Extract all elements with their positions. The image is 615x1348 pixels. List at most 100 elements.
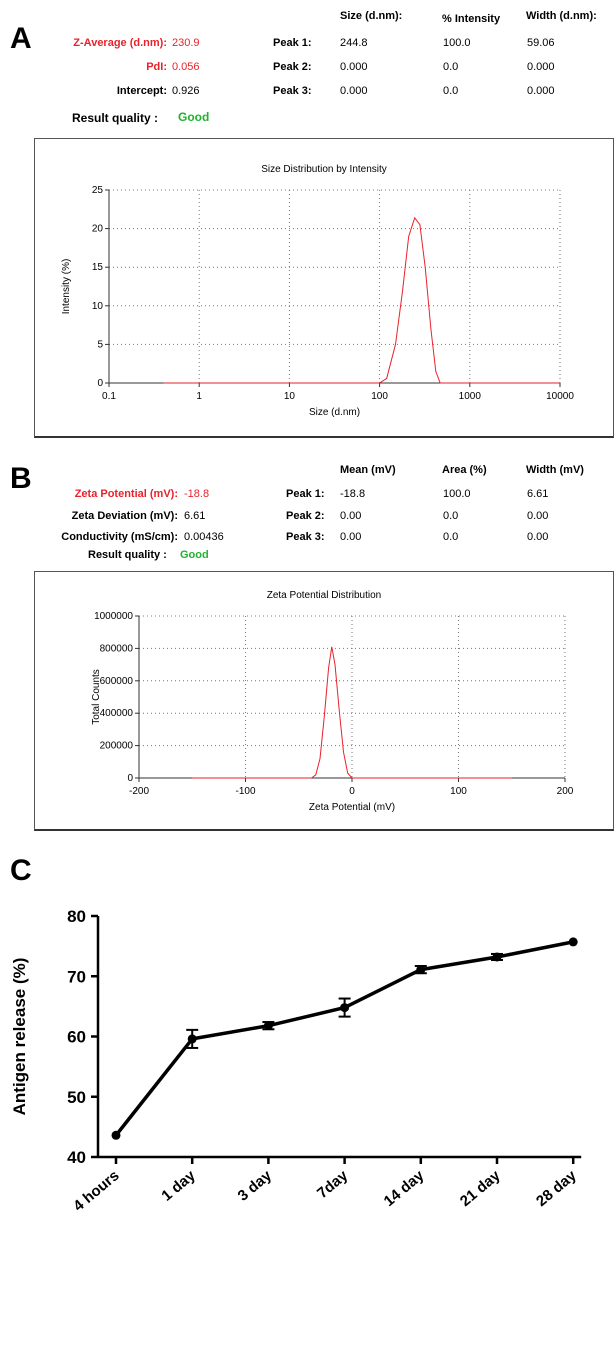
size-x-tick-label: 1 (196, 391, 202, 402)
zeta-xlabel: Zeta Potential (mV) (309, 802, 395, 813)
zeta-x-tick-label: 100 (450, 786, 467, 797)
b-peak1-label: Peak 1: (286, 488, 325, 500)
zeta-distribution-chart: Zeta Potential Distribution -200 -100 0 100 2… (91, 590, 574, 813)
a-peak2-width: 0.000 (527, 61, 555, 73)
release-point (111, 1130, 121, 1140)
a-peak2-intensity: 0.0 (443, 61, 459, 73)
size-curve (163, 216, 560, 384)
zeta-x-tick-label: -100 (235, 786, 255, 797)
panel-a-letter: A (10, 22, 32, 55)
zeta-distribution-frame: Zeta Potential Distribution -200 -100 0 100 2… (34, 571, 614, 831)
a-header-size: Size (d.nm): (340, 10, 403, 22)
size-x-tick-label: 1000 (459, 391, 482, 402)
release-x-tick-label: 3 day (235, 1167, 276, 1205)
size-y-tick-label: 0 (97, 378, 103, 389)
release-y-tick-label: 40 (67, 1148, 86, 1167)
b-peak1-width: 6.61 (527, 488, 549, 500)
b-header-width: Width (mV) (526, 464, 584, 476)
size-y-tick-label: 20 (92, 224, 104, 235)
conductivity-value: 0.00436 (184, 531, 224, 543)
release-point (340, 1003, 350, 1013)
size-ylabel: Intensity (%) (61, 259, 72, 315)
release-y-tick-label: 70 (67, 967, 86, 986)
size-y-tick-label: 10 (92, 301, 104, 312)
release-point (568, 937, 578, 947)
a-header-width: Width (d.nm): (526, 10, 597, 22)
a-peak1-size: 244.8 (340, 37, 368, 49)
release-point (187, 1034, 197, 1044)
b-peak3-label: Peak 3: (286, 531, 325, 543)
pdi-label: PdI: (146, 61, 167, 73)
zeta-y-tick-label: 200000 (100, 741, 134, 752)
a-quality-label: Result quality : (72, 111, 159, 125)
b-peak2-width: 0.00 (527, 510, 549, 522)
b-peak1-area: 100.0 (443, 488, 471, 500)
zeta-deviation-value: 6.61 (184, 510, 206, 522)
zeta-title: Zeta Potential Distribution (267, 590, 382, 601)
size-distribution-chart: Size Distribution by Intensity 0.1 1 10 10 0 1… (61, 164, 574, 418)
release-x-tick-label: 7day (314, 1167, 352, 1202)
zeta-potential-label: Zeta Potential (mV): (74, 488, 178, 500)
size-y-tick-label: 5 (97, 339, 103, 350)
release-x-tick-label: 28 day (533, 1167, 580, 1210)
zeta-y-tick-label: 600000 (100, 676, 134, 687)
a-quality-value: Good (178, 110, 210, 124)
a-peak2-label: Peak 2: (273, 61, 312, 73)
a-peak3-size: 0.000 (340, 85, 368, 97)
release-ylabel: Antigen release (%) (10, 958, 29, 1116)
a-peak2-size: 0.000 (340, 61, 368, 73)
a-peak1-width: 59.06 (527, 37, 555, 49)
release-x-tick-label: 14 day (381, 1167, 428, 1210)
zeta-y-tick-label: 800000 (100, 643, 134, 654)
size-title: Size Distribution by Intensity (261, 164, 387, 175)
a-peak1-label: Peak 1: (273, 37, 312, 49)
release-y-tick-label: 60 (67, 1028, 86, 1047)
a-peak3-intensity: 0.0 (443, 85, 459, 97)
zeta-deviation-label: Zeta Deviation (mV): (71, 510, 178, 522)
conductivity-label: Conductivity (mS/cm): (61, 531, 178, 543)
release-line (114, 940, 574, 1137)
intercept-label: Intercept: (116, 85, 167, 97)
z-average-label: Z-Average (d.nm): (73, 37, 167, 49)
a-header-intensity: % Intensity (442, 13, 501, 25)
size-x-tick-label: 10 (284, 391, 296, 402)
z-average-value: 230.9 (172, 37, 200, 49)
zeta-y-tick-label: 1000000 (94, 611, 133, 622)
zeta-x-tick-label: -200 (129, 786, 149, 797)
a-peak1-intensity: 100.0 (443, 37, 471, 49)
size-y-tick-label: 15 (92, 262, 104, 273)
zeta-ylabel: Total Counts (91, 669, 102, 725)
b-peak3-width: 0.00 (527, 531, 549, 543)
release-point (263, 1021, 273, 1031)
b-header-mean: Mean (mV) (340, 464, 396, 476)
intercept-value: 0.926 (172, 85, 200, 97)
release-x-tick-label: 21 day (457, 1167, 504, 1210)
release-y-tick-label: 50 (67, 1088, 86, 1107)
b-peak2-label: Peak 2: (286, 510, 325, 522)
release-point (416, 965, 426, 975)
b-peak2-mean: 0.00 (340, 510, 362, 522)
size-x-tick-label: 10000 (546, 391, 574, 402)
b-quality-label: Result quality : (88, 549, 167, 561)
a-peak3-label: Peak 3: (273, 85, 312, 97)
size-x-tick-label: 0.1 (102, 391, 116, 402)
zeta-x-tick-label: 0 (349, 786, 355, 797)
panel-b-letter: B (10, 462, 32, 495)
antigen-release-chart: 40 50 60 70 80 Antigen release (%) 4 hours 1 da… (10, 907, 582, 1215)
b-peak1-mean: -18.8 (340, 488, 366, 500)
b-header-area: Area (%) (442, 464, 487, 476)
release-y-tick-label: 80 (67, 907, 86, 926)
zeta-curve (192, 646, 512, 779)
zeta-y-tick-label: 400000 (100, 708, 134, 719)
release-x-tick-label: 4 hours (70, 1167, 122, 1215)
size-distribution-frame: Size Distribution by Intensity 0.1 1 10 10 0 1… (34, 138, 614, 438)
b-peak2-area: 0.0 (443, 510, 459, 522)
b-peak3-mean: 0.00 (340, 531, 362, 543)
pdi-value: 0.056 (172, 61, 200, 73)
release-x-tick-label: 1 day (158, 1167, 199, 1205)
zeta-y-tick-label: 0 (127, 773, 133, 784)
zeta-potential-value: -18.8 (184, 488, 210, 500)
a-peak3-width: 0.000 (527, 85, 555, 97)
panel-c-letter: C (10, 854, 32, 887)
size-xlabel: Size (d.nm) (309, 407, 360, 418)
